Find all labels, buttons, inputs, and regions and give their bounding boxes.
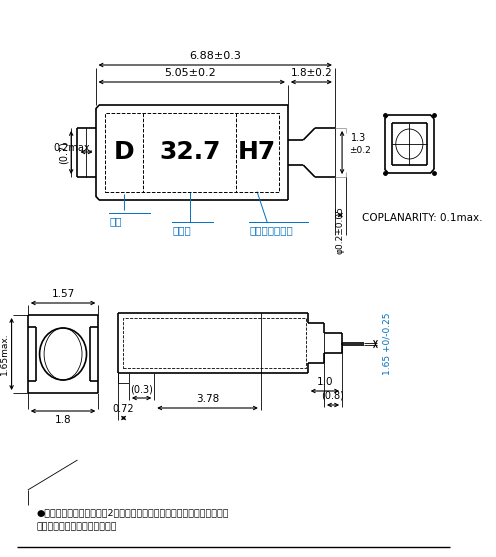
Text: 周波数: 周波数: [172, 225, 191, 235]
Bar: [123, 318, 306, 368]
Text: 1.0: 1.0: [316, 377, 333, 387]
Text: 1.3: 1.3: [351, 133, 367, 143]
Text: 3.78: 3.78: [196, 394, 219, 404]
Text: 1.57: 1.57: [52, 289, 75, 299]
Text: 1.8: 1.8: [55, 415, 71, 425]
Text: 製造ロット番号: 製造ロット番号: [249, 225, 293, 235]
Text: 1.65 +0/-0.25: 1.65 +0/-0.25: [383, 312, 392, 375]
Text: 6.88±0.3: 6.88±0.3: [189, 51, 241, 61]
Text: 1.8±0.2: 1.8±0.2: [291, 68, 332, 78]
Text: 0.2max.: 0.2max.: [53, 143, 93, 153]
Text: 社名: 社名: [109, 216, 122, 226]
Text: ●メタルジャケットのこの2箇所の部分は電気的にオープンになるように: ●メタルジャケットのこの2箇所の部分は電気的にオープンになるように: [37, 509, 229, 517]
Text: φ0.2±0.05: φ0.2±0.05: [336, 206, 345, 254]
Text: H7: H7: [238, 140, 276, 164]
Text: 基板に取り付けてください。: 基板に取り付けてください。: [37, 522, 118, 531]
Text: (0.7): (0.7): [59, 140, 69, 164]
Text: ±0.2: ±0.2: [349, 145, 371, 154]
Text: D: D: [114, 140, 135, 164]
Text: 1.65max.: 1.65max.: [0, 333, 9, 375]
Text: 5.05±0.2: 5.05±0.2: [165, 68, 216, 78]
Text: 32.7: 32.7: [160, 140, 221, 164]
Text: 0.72: 0.72: [113, 404, 134, 414]
Text: (0.3): (0.3): [130, 384, 153, 394]
Bar: [106, 113, 279, 192]
Text: COPLANARITY: 0.1max.: COPLANARITY: 0.1max.: [362, 213, 483, 223]
Text: (0.8): (0.8): [321, 391, 345, 401]
